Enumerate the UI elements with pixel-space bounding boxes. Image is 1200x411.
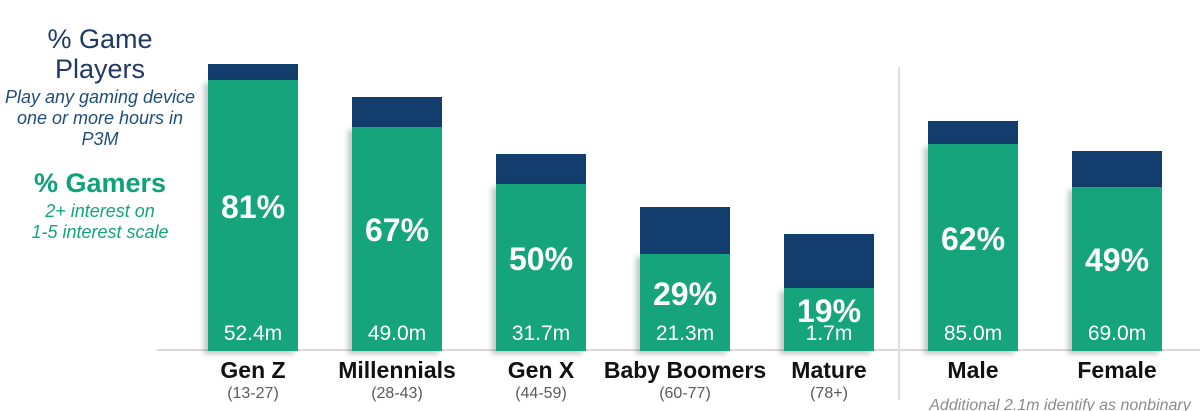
gamers-pct-label: 81% — [220, 188, 286, 225]
category-age-range: (13-27) — [227, 385, 279, 402]
gamers-bar-segment: 19% 1.7m — [784, 288, 874, 351]
population-label: 31.7m — [511, 322, 571, 345]
category-label-female: Female — [1032, 358, 1200, 383]
category-age-range: (28-43) — [371, 385, 423, 402]
gamers-pct-label: 62% — [940, 220, 1006, 257]
category-name: Mature — [791, 357, 867, 383]
category-name: Gen Z — [220, 357, 286, 383]
players-legend-title: % Game Players — [47, 24, 153, 84]
gamers-bar-segment: 49% 69.0m — [1072, 187, 1162, 351]
category-name: Baby Boomers — [603, 357, 767, 383]
category-age-range: (60-77) — [659, 385, 711, 402]
population-label: 52.4m — [223, 322, 283, 345]
gamers-bar-segment: 50% 31.7m — [496, 184, 586, 351]
players-legend-subtitle-line2: one or more hours in P3M — [16, 108, 184, 149]
gamers-pct-label: 67% — [364, 212, 430, 248]
category-label-gen-z: Gen Z (13-27) — [168, 358, 338, 403]
gamers-legend-subtitle-line2: 1-5 interest scale — [31, 222, 169, 242]
gamers-legend-subtitle-line1: 2+ interest on — [45, 201, 155, 221]
category-name: Male — [947, 357, 999, 383]
players-legend-subtitle: Play any gaming device one or more hours… — [0, 87, 200, 150]
gamers-bar-segment: 67% 49.0m — [352, 127, 442, 351]
gamers-pct-label: 50% — [508, 240, 574, 277]
gamers-legend-title: % Gamers — [33, 168, 167, 198]
population-label: 69.0m — [1087, 322, 1147, 345]
category-name: Millennials — [338, 357, 456, 383]
group-divider-line — [898, 67, 900, 400]
players-legend: % Game Players Play any gaming device on… — [0, 24, 200, 150]
population-label: 21.3m — [655, 322, 715, 345]
category-name: Gen X — [507, 357, 575, 383]
gamers-legend: % Gamers 2+ interest on 1-5 interest sca… — [0, 168, 200, 243]
players-legend-subtitle-line1: Play any gaming device — [4, 87, 196, 107]
gamers-bar-segment: 81% 52.4m — [208, 80, 298, 351]
category-label-mature: Mature (78+) — [744, 358, 914, 403]
population-label: 49.0m — [367, 322, 427, 345]
category-label-gen-x: Gen X (44-59) — [456, 358, 626, 403]
gamers-pct-label: 49% — [1084, 242, 1150, 278]
gamers-legend-subtitle: 2+ interest on 1-5 interest scale — [0, 201, 200, 243]
category-age-range: (78+) — [810, 385, 848, 402]
category-label-baby-boomers: Baby Boomers (60-77) — [600, 358, 770, 403]
gamers-pct-label: 29% — [652, 275, 718, 312]
gamers-pct-label: 19% — [796, 292, 862, 329]
category-name: Female — [1077, 357, 1157, 383]
category-label-male: Male — [888, 358, 1058, 383]
population-label: 1.7m — [805, 322, 853, 345]
gamers-bar-segment: 29% 21.3m — [640, 254, 730, 351]
category-age-range: (44-59) — [515, 385, 567, 402]
category-label-millennials: Millennials (28-43) — [312, 358, 482, 403]
nonbinary-footnote: Additional 2.1m identify as nonbinary — [929, 397, 1191, 411]
population-label: 85.0m — [943, 322, 1003, 345]
gamers-bar-segment: 62% 85.0m — [928, 144, 1018, 351]
